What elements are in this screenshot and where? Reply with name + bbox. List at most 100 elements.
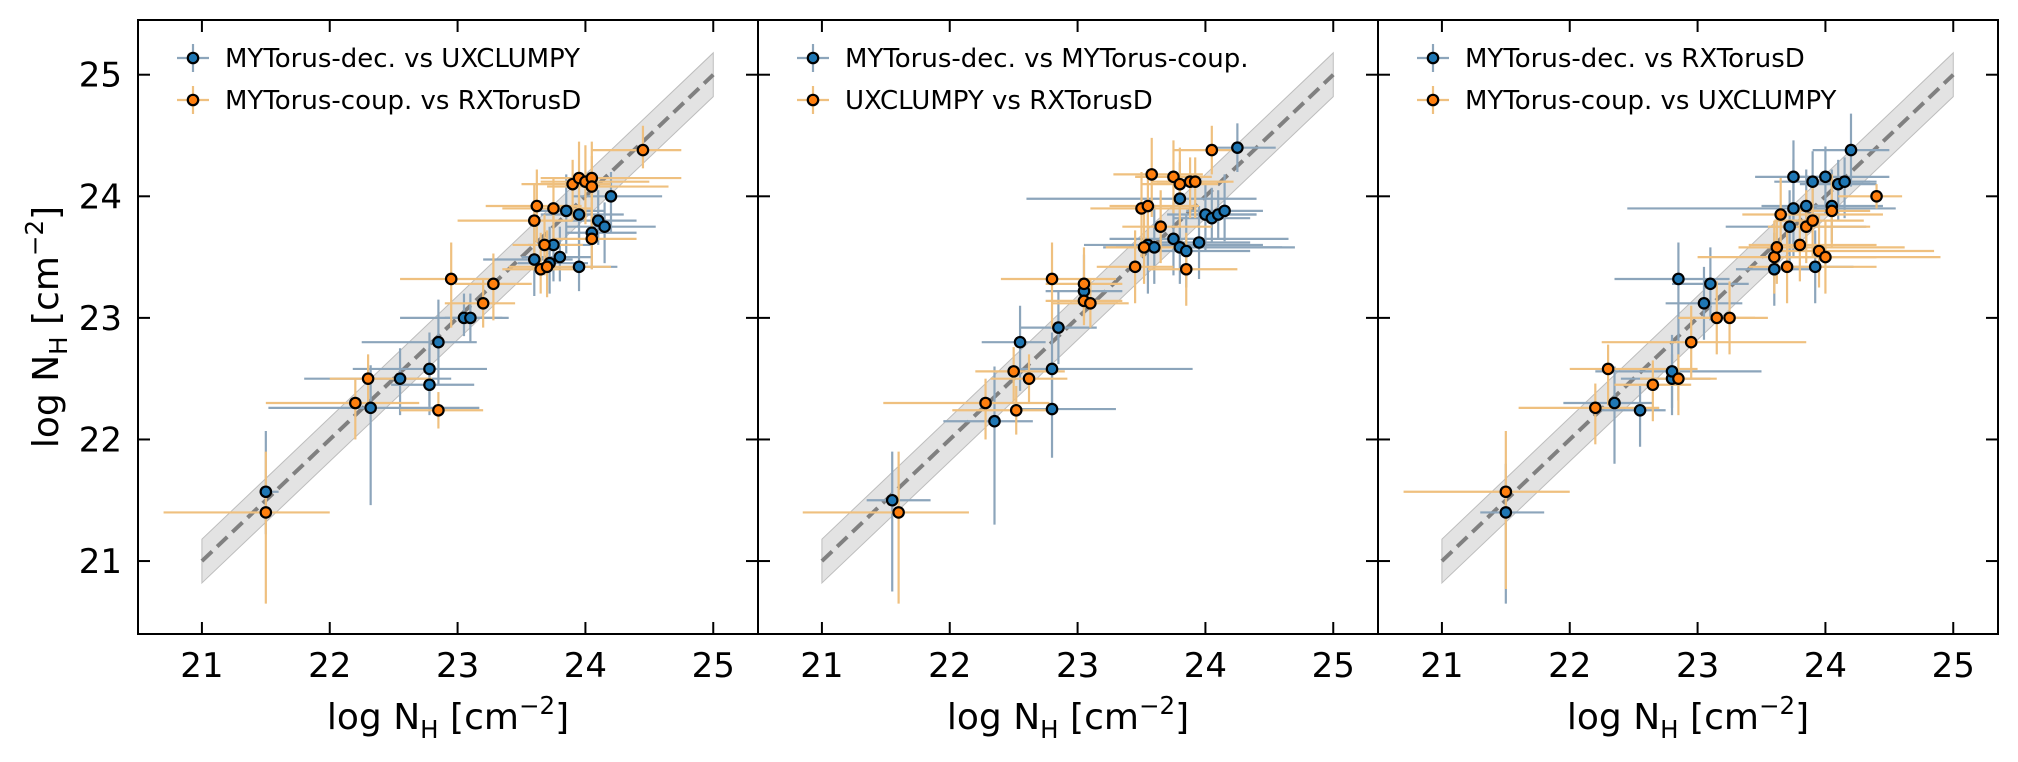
- data-point: [432, 403, 445, 417]
- data-point: [527, 253, 541, 266]
- data-point: [1077, 277, 1091, 291]
- data-point: [540, 260, 554, 274]
- data-point: [1704, 277, 1717, 291]
- x-tick-label: 24: [564, 646, 607, 686]
- one-to-one-line: [820, 73, 1335, 563]
- data-point: [553, 250, 567, 264]
- y-tick-label: 25: [79, 56, 122, 96]
- data-point: [1013, 335, 1027, 349]
- x-axis-label: log NH [cm−2]: [947, 691, 1189, 744]
- data-point: [423, 378, 436, 392]
- data-point: [1608, 396, 1621, 410]
- x-tick-label: 23: [1676, 646, 1719, 686]
- data-point: [636, 143, 650, 157]
- plot-area: [802, 51, 1335, 604]
- data-point: [476, 296, 490, 310]
- plot-area: [163, 51, 715, 604]
- data-point: [572, 260, 586, 274]
- legend: MYTorus-dec. vs RXTorusD MYTorus-coup. vs…: [1417, 44, 1837, 116]
- data-point: [1007, 365, 1020, 378]
- markers-series-2: [1499, 189, 1883, 499]
- data-point: [538, 238, 551, 252]
- data-point: [1633, 403, 1647, 417]
- legend: MYTorus-dec. vs MYTorus-coup. UXCLUMPY vs…: [797, 44, 1249, 116]
- data-point: [259, 506, 273, 519]
- x-axis-label: log NH [cm−2]: [1567, 691, 1809, 744]
- data-point: [1780, 260, 1794, 274]
- x-tick-label: 25: [1932, 646, 1975, 686]
- data-point: [1045, 402, 1059, 416]
- data-point: [559, 204, 573, 218]
- data-point: [885, 493, 899, 507]
- legend-marker: [186, 93, 200, 107]
- data-point: [1806, 175, 1819, 189]
- data-point: [1870, 189, 1883, 203]
- data-point: [1684, 335, 1698, 349]
- data-point: [1179, 244, 1193, 258]
- data-point: [1672, 372, 1685, 385]
- data-point: [259, 485, 273, 499]
- data-point: [1167, 232, 1180, 246]
- data-point: [1145, 168, 1159, 181]
- x-tick-label: 25: [692, 646, 735, 686]
- data-point: [464, 311, 477, 325]
- legend-marker: [1426, 51, 1440, 65]
- y-tick-label: 24: [79, 177, 122, 217]
- panel-3: 21 22 23 24 25 log NH [cm−2] MYTorus-dec. vs R…: [1377, 19, 1999, 744]
- data-point: [1787, 170, 1800, 184]
- x-tick-label: 24: [1184, 646, 1227, 686]
- x-tick-label: 21: [800, 646, 843, 686]
- legend-marker: [186, 51, 200, 65]
- plot-area: [1403, 51, 1955, 604]
- markers-series-2: [259, 143, 650, 519]
- x-tick-label: 21: [1420, 646, 1463, 686]
- markers-series-2: [892, 143, 1219, 519]
- legend-label: MYTorus-coup. vs UXCLUMPY: [1465, 86, 1837, 116]
- legend-label: MYTorus-dec. vs MYTorus-coup.: [845, 44, 1249, 74]
- data-point: [1231, 141, 1244, 154]
- data-point: [1783, 220, 1796, 233]
- data-point: [349, 396, 362, 410]
- markers-series-1: [885, 141, 1244, 507]
- x-axis-label: log NH [cm−2]: [327, 691, 569, 744]
- axes-frame: [1377, 19, 1999, 635]
- data-point: [1787, 202, 1800, 215]
- legend-label: MYTorus-dec. vs UXCLUMPY: [225, 44, 580, 74]
- data-point: [585, 232, 599, 246]
- data-point: [423, 362, 436, 376]
- data-point: [1045, 272, 1059, 286]
- data-point: [1141, 199, 1155, 213]
- data-point: [1806, 214, 1819, 227]
- y-tick-label: 23: [79, 299, 122, 339]
- data-point: [979, 396, 992, 410]
- data-point: [361, 372, 375, 385]
- data-point: [1819, 250, 1832, 264]
- data-point: [1808, 260, 1822, 274]
- data-point: [1499, 485, 1513, 499]
- data-point: [1646, 378, 1660, 392]
- data-point: [1589, 401, 1602, 415]
- legend-label: MYTorus-coup. vs RXTorusD: [225, 86, 581, 116]
- data-point: [1173, 177, 1187, 191]
- x-tick-label: 22: [928, 646, 971, 686]
- data-point: [1601, 362, 1615, 376]
- y-axis-label-text: log NH [cm−2]: [20, 206, 73, 448]
- data-point: [1137, 241, 1151, 254]
- data-point: [1697, 296, 1711, 310]
- data-point: [1844, 143, 1858, 157]
- x-tick-label: 24: [1804, 646, 1847, 686]
- markers-series-1: [1499, 143, 1858, 519]
- data-point: [530, 199, 544, 213]
- data-point: [1218, 204, 1231, 218]
- legend-marker: [806, 93, 820, 107]
- x-tick-label: 22: [308, 646, 351, 686]
- data-point: [1710, 311, 1724, 325]
- x-tick-label: 23: [436, 646, 479, 686]
- data-point: [1770, 241, 1784, 254]
- data-point: [1793, 238, 1807, 252]
- data-point: [364, 401, 377, 415]
- data-point: [1774, 208, 1787, 221]
- data-point: [1179, 262, 1193, 276]
- data-point: [604, 189, 618, 203]
- data-point: [1128, 260, 1142, 274]
